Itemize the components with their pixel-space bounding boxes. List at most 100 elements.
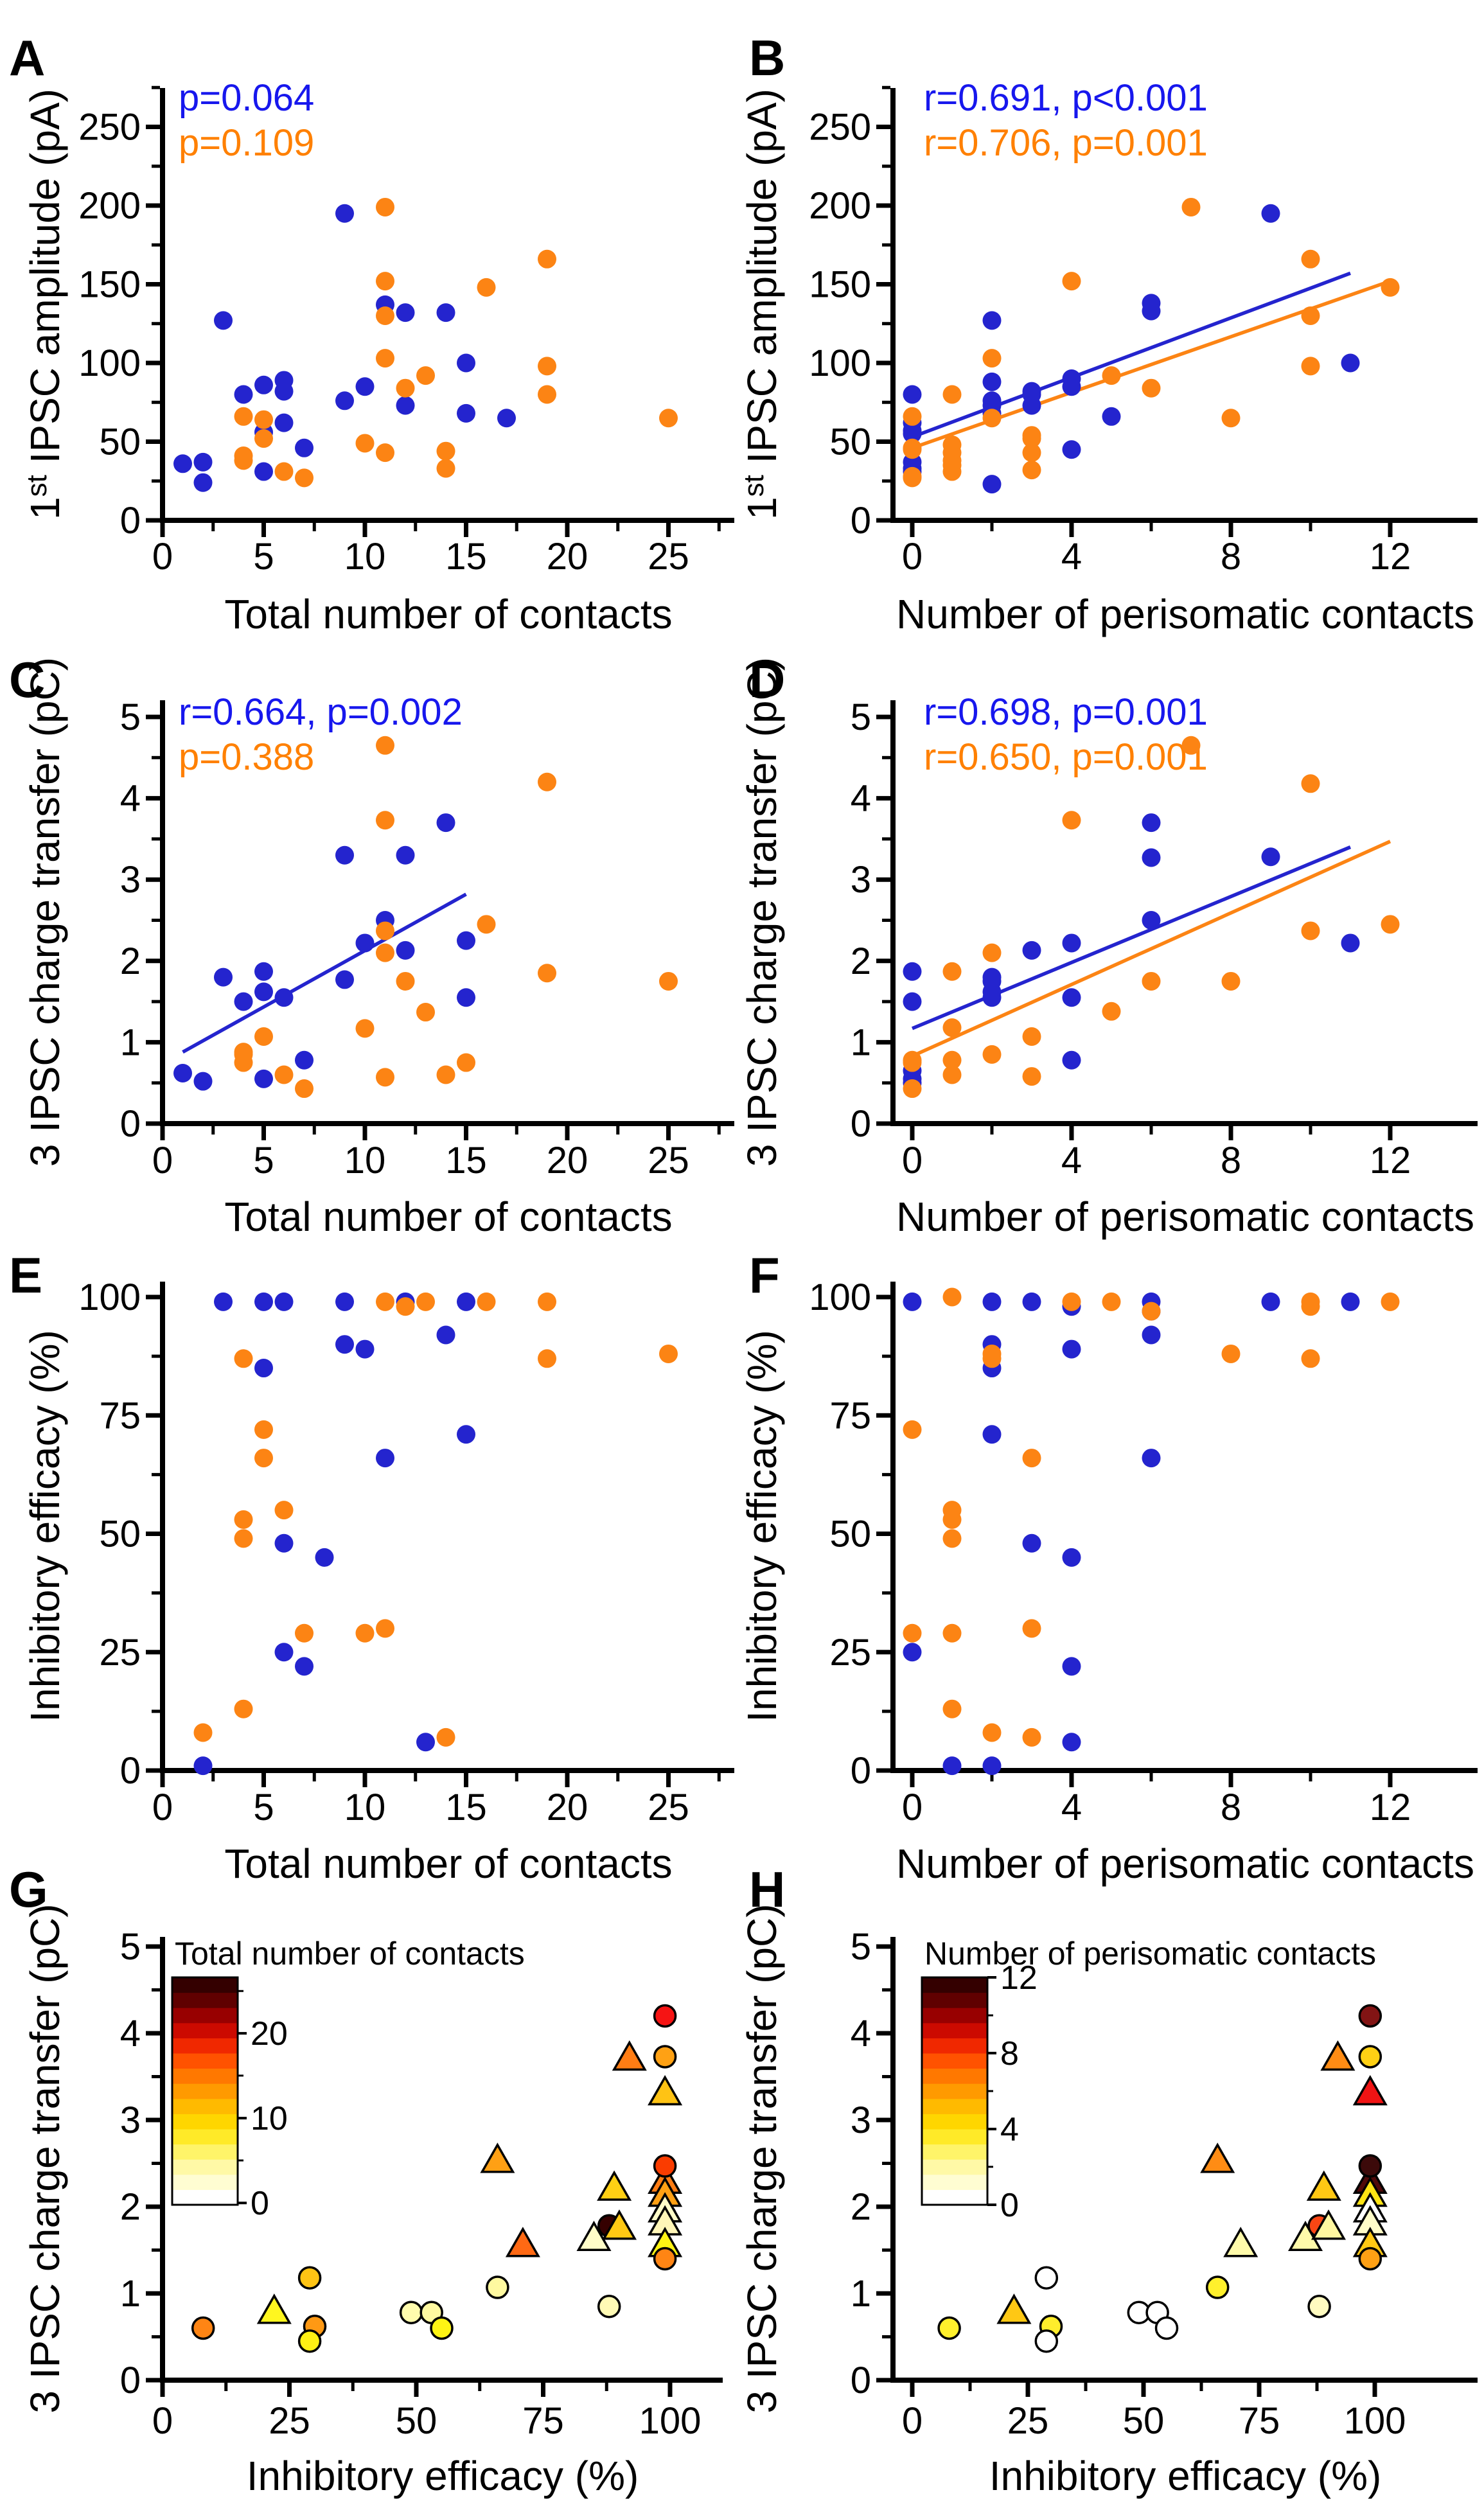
panel-C-point-orange [274, 1065, 294, 1084]
panel-D-point-orange [1102, 1002, 1121, 1021]
panel-B-point-orange [1102, 366, 1121, 385]
panel-E-point-orange [254, 1449, 273, 1468]
panel-H-colorbar-band [922, 2008, 987, 2024]
panel-A-x-axis-title: Total number of contacts [224, 591, 672, 637]
panel-G-point-triangle [648, 2074, 683, 2106]
panel-C-point-blue [254, 962, 273, 981]
panel-A-point-orange [234, 451, 253, 470]
panel-C-point-blue [193, 1072, 213, 1091]
panel-B-x-tick-label: 8 [1221, 536, 1241, 578]
panel-B-point-blue [903, 424, 922, 443]
panel-E-x-tick-label: 20 [547, 1787, 588, 1828]
panel-D-point-orange [1301, 921, 1320, 941]
panel-H-point-triangle [1352, 2074, 1388, 2106]
panel-G-colorbar-band [172, 2083, 238, 2099]
panel-F-x-axis-title: Number of perisomatic contacts [896, 1841, 1474, 1887]
panel-F-x-tick-label: 0 [902, 1787, 923, 1828]
panel-C-point-blue [234, 992, 253, 1011]
panel-E-point-orange [274, 1501, 294, 1520]
panel-A-point-blue [214, 311, 233, 330]
panel-F-point-orange [1301, 1349, 1320, 1368]
panel-D-point-blue [903, 962, 922, 981]
panel-F-point-orange [1022, 1449, 1041, 1468]
panel-D-point-blue [1062, 1050, 1081, 1070]
panel-D-point-orange [1062, 811, 1081, 830]
panel-F-y-tick-label: 75 [829, 1395, 871, 1436]
panel-letter-F: F [749, 1247, 780, 1303]
panel-C-point-orange [234, 1053, 253, 1072]
panel-E-point-orange [376, 1619, 394, 1638]
panel-H-point-circle [1205, 2275, 1230, 2299]
panel-F-point-blue [903, 1643, 922, 1662]
panel-H-point-circle [1358, 2004, 1382, 2028]
panel-F-point-orange [982, 1723, 1002, 1742]
panel-A-point-blue [457, 353, 475, 373]
panel-D-point-orange [942, 962, 962, 981]
panel-C-point-orange [538, 772, 556, 791]
panel-H-point-circle [1034, 2266, 1059, 2290]
panel-D-point-blue [1062, 988, 1081, 1007]
panel-A-point-blue [193, 473, 213, 492]
panel-D-annotation-orange: r=0.650, p=0.001 [924, 736, 1208, 778]
panel-H-colorbar-band [922, 2068, 987, 2084]
panel-F-point-orange [1381, 1292, 1400, 1311]
panel-G-point-circle [297, 2329, 322, 2353]
panel-D-point-orange [1221, 971, 1241, 991]
panel-G-x-tick-label: 50 [396, 2400, 437, 2442]
panel-F-point-orange [1301, 1297, 1320, 1316]
panel-H-y-axis-title: 3 IPSC charge transfer (pC) [739, 1903, 785, 2413]
panel-C-x-tick-label: 10 [344, 1140, 386, 1181]
panel-G-colorbar-band [172, 2068, 238, 2084]
panel-C-point-blue [295, 1050, 314, 1070]
panel-A-y-tick-label: 0 [120, 500, 141, 542]
panel-E-y-tick-label: 25 [99, 1632, 141, 1674]
panel-C-y-tick-label: 3 [120, 859, 141, 901]
panel-D-y-tick-label: 1 [851, 1021, 871, 1063]
panel-C-x-tick-label: 15 [445, 1140, 487, 1181]
panel-E-point-orange [659, 1344, 678, 1363]
panel-D-x-tick-label: 4 [1061, 1140, 1082, 1181]
panel-H-point-triangle [1223, 2227, 1259, 2257]
panel-H-y-tick-label: 2 [851, 2186, 871, 2228]
panel-G-point-circle [653, 2154, 677, 2178]
panel-F-point-blue [982, 1425, 1002, 1444]
panel-F-point-orange [1221, 1344, 1241, 1363]
panel-A-y-axis-title: 1st IPSC amplitude (pA) [21, 89, 68, 520]
panel-A-annotation-blue: p=0.064 [179, 77, 314, 119]
panel-C-y-axis-title: 3 IPSC charge transfer (pC) [22, 657, 68, 1167]
panel-E-point-blue [335, 1292, 354, 1311]
panel-H-colorbar-title: Number of perisomatic contacts [924, 1936, 1376, 1972]
panel-E-point-blue [274, 1643, 294, 1662]
panel-F-y-tick-label: 100 [809, 1276, 871, 1318]
panel-H-x-tick-label: 75 [1239, 2400, 1280, 2442]
panel-F-y-tick-label: 0 [851, 1750, 871, 1792]
panel-G-colorbar-band [172, 2114, 238, 2130]
panel-H-colorbar-band [922, 2098, 987, 2114]
panel-E-point-blue [295, 1657, 314, 1676]
panel-B-point-orange [903, 407, 922, 426]
panel-H-colorbar-label: 4 [1000, 2111, 1019, 2148]
panel-G-x-tick-label: 75 [522, 2400, 564, 2442]
panel-F-point-blue [1062, 1657, 1081, 1676]
panel-E-point-orange [234, 1699, 253, 1718]
panel-G-y-tick-label: 5 [120, 1926, 141, 1968]
panel-D-point-blue [1341, 933, 1360, 953]
panel-D-point-blue [1142, 813, 1161, 833]
panel-C-x-tick-label: 25 [648, 1140, 689, 1181]
panel-letter-B: B [749, 30, 785, 86]
panel-A-point-orange [477, 278, 496, 297]
panel-G-point-triangle [480, 2142, 515, 2173]
panel-B-regression-line-blue [912, 271, 1351, 439]
panel-A-point-blue [396, 396, 415, 415]
panel-H-point-circle [1034, 2329, 1059, 2353]
panel-A-y-tick-label: 150 [78, 264, 141, 306]
panel-G-point-circle [191, 2316, 215, 2340]
panel-E-y-tick-label: 50 [99, 1514, 141, 1555]
panel-B-point-orange [1022, 429, 1041, 448]
panel-F-point-blue [942, 1756, 962, 1776]
panel-D-y-tick-label: 4 [851, 778, 871, 820]
panel-F-point-orange [903, 1420, 922, 1439]
panel-A-point-orange [659, 409, 678, 428]
panel-H-point-circle [1358, 2247, 1382, 2271]
panel-B-point-orange [1301, 249, 1320, 269]
